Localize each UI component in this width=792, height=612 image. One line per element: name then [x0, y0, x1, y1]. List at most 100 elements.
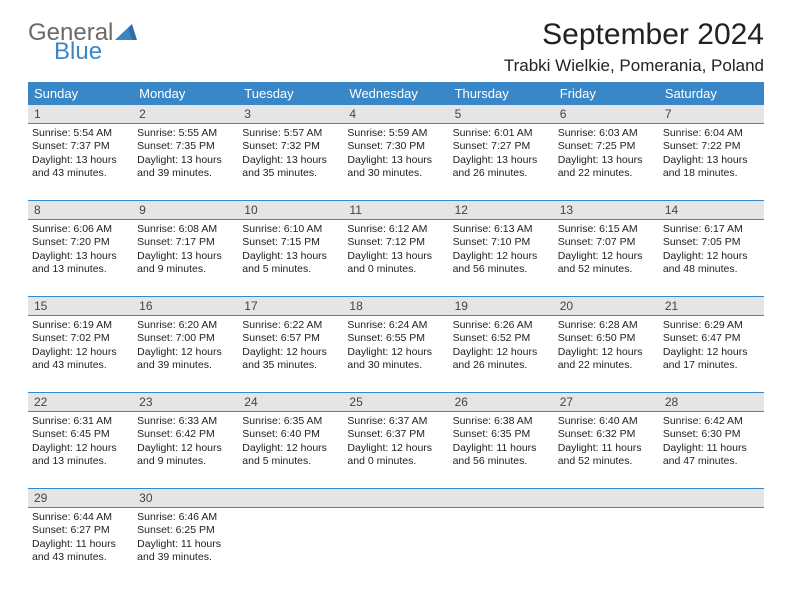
day1-text: Daylight: 12 hours: [347, 346, 444, 359]
sunrise-text: Sunrise: 5:55 AM: [137, 127, 234, 140]
day-cell: Sunrise: 6:13 AMSunset: 7:10 PMDaylight:…: [449, 220, 554, 296]
day2-text: and 13 minutes.: [32, 455, 129, 468]
sunrise-text: Sunrise: 5:57 AM: [242, 127, 339, 140]
daynum-row: 15161718192021: [28, 297, 764, 316]
sunrise-text: Sunrise: 6:38 AM: [453, 415, 550, 428]
weekday-label: Saturday: [659, 82, 764, 105]
day2-text: and 22 minutes.: [558, 359, 655, 372]
weekday-label: Monday: [133, 82, 238, 105]
header: General Blue September 2024 Trabki Wielk…: [28, 18, 764, 76]
sunrise-text: Sunrise: 6:08 AM: [137, 223, 234, 236]
day1-text: Daylight: 13 hours: [558, 154, 655, 167]
day-cell: Sunrise: 6:17 AMSunset: 7:05 PMDaylight:…: [659, 220, 764, 296]
day1-text: Daylight: 12 hours: [242, 442, 339, 455]
weekday-label: Wednesday: [343, 82, 448, 105]
day-cell: Sunrise: 6:04 AMSunset: 7:22 PMDaylight:…: [659, 124, 764, 200]
day-cell: Sunrise: 6:24 AMSunset: 6:55 PMDaylight:…: [343, 316, 448, 392]
weekday-label: Sunday: [28, 82, 133, 105]
day-number: 23: [133, 393, 238, 411]
day-cell: Sunrise: 5:57 AMSunset: 7:32 PMDaylight:…: [238, 124, 343, 200]
sunrise-text: Sunrise: 6:29 AM: [663, 319, 760, 332]
day2-text: and 35 minutes.: [242, 359, 339, 372]
day-number: 13: [554, 201, 659, 219]
day1-text: Daylight: 13 hours: [242, 154, 339, 167]
sunset-text: Sunset: 7:00 PM: [137, 332, 234, 345]
day2-text: and 13 minutes.: [32, 263, 129, 276]
day-number: 30: [133, 489, 238, 507]
sunset-text: Sunset: 6:30 PM: [663, 428, 760, 441]
day-cell: Sunrise: 6:10 AMSunset: 7:15 PMDaylight:…: [238, 220, 343, 296]
day-number: 19: [449, 297, 554, 315]
day-cell: Sunrise: 6:38 AMSunset: 6:35 PMDaylight:…: [449, 412, 554, 488]
day1-text: Daylight: 13 hours: [347, 154, 444, 167]
day2-text: and 0 minutes.: [347, 263, 444, 276]
month-title: September 2024: [504, 18, 764, 52]
day-cell: Sunrise: 6:26 AMSunset: 6:52 PMDaylight:…: [449, 316, 554, 392]
day-cell: [659, 508, 764, 584]
brand-word2: Blue: [54, 41, 137, 63]
sunset-text: Sunset: 7:32 PM: [242, 140, 339, 153]
sunset-text: Sunset: 7:07 PM: [558, 236, 655, 249]
day-number: 26: [449, 393, 554, 411]
sunset-text: Sunset: 7:22 PM: [663, 140, 760, 153]
weekday-label: Tuesday: [238, 82, 343, 105]
sunrise-text: Sunrise: 6:03 AM: [558, 127, 655, 140]
day2-text: and 17 minutes.: [663, 359, 760, 372]
day-cell: Sunrise: 5:59 AMSunset: 7:30 PMDaylight:…: [343, 124, 448, 200]
day2-text: and 5 minutes.: [242, 455, 339, 468]
sunset-text: Sunset: 7:12 PM: [347, 236, 444, 249]
day-number: 25: [343, 393, 448, 411]
day2-text: and 43 minutes.: [32, 359, 129, 372]
day1-text: Daylight: 11 hours: [137, 538, 234, 551]
day-cell: [449, 508, 554, 584]
sunrise-text: Sunrise: 6:28 AM: [558, 319, 655, 332]
day1-text: Daylight: 13 hours: [137, 154, 234, 167]
day-number: 4: [343, 105, 448, 123]
day-number: 5: [449, 105, 554, 123]
sunset-text: Sunset: 6:32 PM: [558, 428, 655, 441]
sunrise-text: Sunrise: 6:31 AM: [32, 415, 129, 428]
day-number: [449, 489, 554, 507]
day1-text: Daylight: 12 hours: [663, 346, 760, 359]
sunrise-text: Sunrise: 6:13 AM: [453, 223, 550, 236]
info-row: Sunrise: 6:06 AMSunset: 7:20 PMDaylight:…: [28, 220, 764, 297]
info-row: Sunrise: 6:31 AMSunset: 6:45 PMDaylight:…: [28, 412, 764, 489]
sunset-text: Sunset: 6:27 PM: [32, 524, 129, 537]
sunrise-text: Sunrise: 5:54 AM: [32, 127, 129, 140]
day1-text: Daylight: 12 hours: [453, 250, 550, 263]
day-number: 3: [238, 105, 343, 123]
day1-text: Daylight: 12 hours: [558, 250, 655, 263]
day-number: [343, 489, 448, 507]
sunset-text: Sunset: 7:20 PM: [32, 236, 129, 249]
day-number: 21: [659, 297, 764, 315]
day1-text: Daylight: 13 hours: [453, 154, 550, 167]
sunset-text: Sunset: 6:35 PM: [453, 428, 550, 441]
day-number: 7: [659, 105, 764, 123]
day-cell: [343, 508, 448, 584]
sunset-text: Sunset: 7:10 PM: [453, 236, 550, 249]
info-row: Sunrise: 5:54 AMSunset: 7:37 PMDaylight:…: [28, 124, 764, 201]
sunset-text: Sunset: 6:25 PM: [137, 524, 234, 537]
daynum-row: 1234567: [28, 105, 764, 124]
day1-text: Daylight: 12 hours: [137, 346, 234, 359]
calendar: Sunday Monday Tuesday Wednesday Thursday…: [28, 82, 764, 584]
day-cell: Sunrise: 6:08 AMSunset: 7:17 PMDaylight:…: [133, 220, 238, 296]
day-number: 10: [238, 201, 343, 219]
day1-text: Daylight: 12 hours: [32, 346, 129, 359]
daynum-row: 2930: [28, 489, 764, 508]
day2-text: and 39 minutes.: [137, 551, 234, 564]
location-text: Trabki Wielkie, Pomerania, Poland: [504, 56, 764, 76]
day2-text: and 52 minutes.: [558, 263, 655, 276]
day-number: 27: [554, 393, 659, 411]
info-row: Sunrise: 6:19 AMSunset: 7:02 PMDaylight:…: [28, 316, 764, 393]
day2-text: and 26 minutes.: [453, 167, 550, 180]
day1-text: Daylight: 13 hours: [242, 250, 339, 263]
day-cell: Sunrise: 6:31 AMSunset: 6:45 PMDaylight:…: [28, 412, 133, 488]
day2-text: and 5 minutes.: [242, 263, 339, 276]
weekday-label: Friday: [554, 82, 659, 105]
day-number: 16: [133, 297, 238, 315]
day-number: [659, 489, 764, 507]
sunset-text: Sunset: 6:55 PM: [347, 332, 444, 345]
day-cell: Sunrise: 6:06 AMSunset: 7:20 PMDaylight:…: [28, 220, 133, 296]
day-cell: Sunrise: 6:28 AMSunset: 6:50 PMDaylight:…: [554, 316, 659, 392]
